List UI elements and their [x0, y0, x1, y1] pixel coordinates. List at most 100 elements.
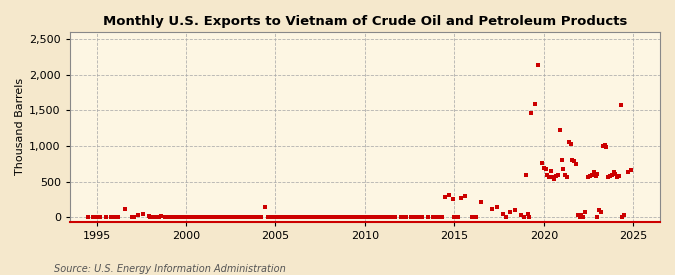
Point	[363, 215, 374, 220]
Point	[190, 215, 200, 220]
Point	[109, 215, 120, 219]
Point	[452, 215, 463, 220]
Point	[612, 175, 622, 180]
Point	[151, 215, 161, 220]
Point	[209, 215, 220, 219]
Point	[342, 215, 352, 219]
Point	[587, 172, 597, 177]
Point	[252, 215, 263, 220]
Point	[193, 215, 204, 219]
Point	[565, 142, 576, 146]
Point	[572, 213, 583, 218]
Point	[350, 215, 361, 220]
Point	[204, 215, 215, 219]
Point	[619, 213, 630, 218]
Point	[544, 175, 555, 180]
Point	[610, 172, 621, 176]
Point	[279, 215, 290, 220]
Point	[127, 215, 138, 220]
Point	[440, 195, 451, 200]
Point	[325, 215, 336, 220]
Point	[198, 215, 209, 220]
Point	[145, 215, 156, 219]
Point	[259, 205, 270, 210]
Point	[311, 215, 322, 220]
Title: Monthly U.S. Exports to Vietnam of Crude Oil and Petroleum Products: Monthly U.S. Exports to Vietnam of Crude…	[103, 15, 627, 28]
Point	[250, 215, 261, 219]
Point	[317, 215, 327, 219]
Point	[234, 215, 245, 219]
Point	[105, 215, 116, 220]
Point	[570, 162, 581, 166]
Point	[227, 215, 238, 219]
Point	[435, 215, 446, 219]
Point	[138, 211, 148, 216]
Point	[336, 215, 347, 220]
Point	[329, 215, 340, 219]
Point	[583, 175, 594, 180]
Point	[100, 215, 111, 220]
Point	[537, 161, 547, 166]
Point	[562, 175, 572, 179]
Point	[300, 215, 311, 220]
Point	[113, 215, 124, 220]
Point	[217, 215, 227, 219]
Point	[431, 215, 442, 220]
Point	[547, 175, 558, 179]
Point	[377, 215, 388, 220]
Point	[437, 215, 448, 219]
Point	[518, 215, 529, 219]
Point	[143, 214, 154, 218]
Point	[396, 215, 406, 219]
Point	[385, 215, 396, 220]
Point	[154, 215, 165, 219]
Point	[223, 215, 234, 220]
Point	[556, 158, 567, 163]
Point	[243, 215, 254, 219]
Point	[520, 172, 531, 177]
Point	[184, 214, 195, 219]
Point	[449, 215, 460, 219]
Point	[579, 210, 590, 214]
Point	[574, 215, 585, 219]
Point	[560, 172, 570, 177]
Point	[283, 215, 294, 219]
Point	[545, 169, 556, 173]
Point	[360, 215, 371, 219]
Point	[297, 215, 308, 219]
Point	[315, 215, 325, 219]
Point	[165, 215, 176, 219]
Point	[82, 215, 93, 220]
Point	[406, 215, 416, 219]
Point	[397, 215, 408, 219]
Point	[585, 174, 595, 178]
Point	[401, 215, 412, 220]
Point	[422, 215, 433, 220]
Point	[179, 215, 190, 219]
Point	[286, 215, 297, 220]
Point	[294, 215, 304, 220]
Point	[358, 215, 369, 220]
Point	[524, 215, 535, 220]
Point	[553, 172, 564, 177]
Point	[594, 208, 605, 213]
Point	[615, 103, 626, 107]
Point	[551, 174, 562, 178]
Point	[533, 63, 544, 68]
Point	[200, 215, 211, 219]
Point	[487, 207, 497, 211]
Point	[242, 215, 252, 219]
Point	[272, 215, 283, 220]
Point	[340, 215, 350, 219]
Point	[213, 215, 223, 220]
Point	[263, 215, 274, 220]
Point	[374, 215, 385, 219]
Point	[443, 193, 454, 197]
Point	[356, 215, 367, 219]
Point	[390, 215, 401, 220]
Point	[186, 215, 197, 219]
Point	[206, 215, 217, 220]
Point	[231, 215, 242, 219]
Point	[470, 215, 481, 220]
Point	[379, 215, 390, 219]
